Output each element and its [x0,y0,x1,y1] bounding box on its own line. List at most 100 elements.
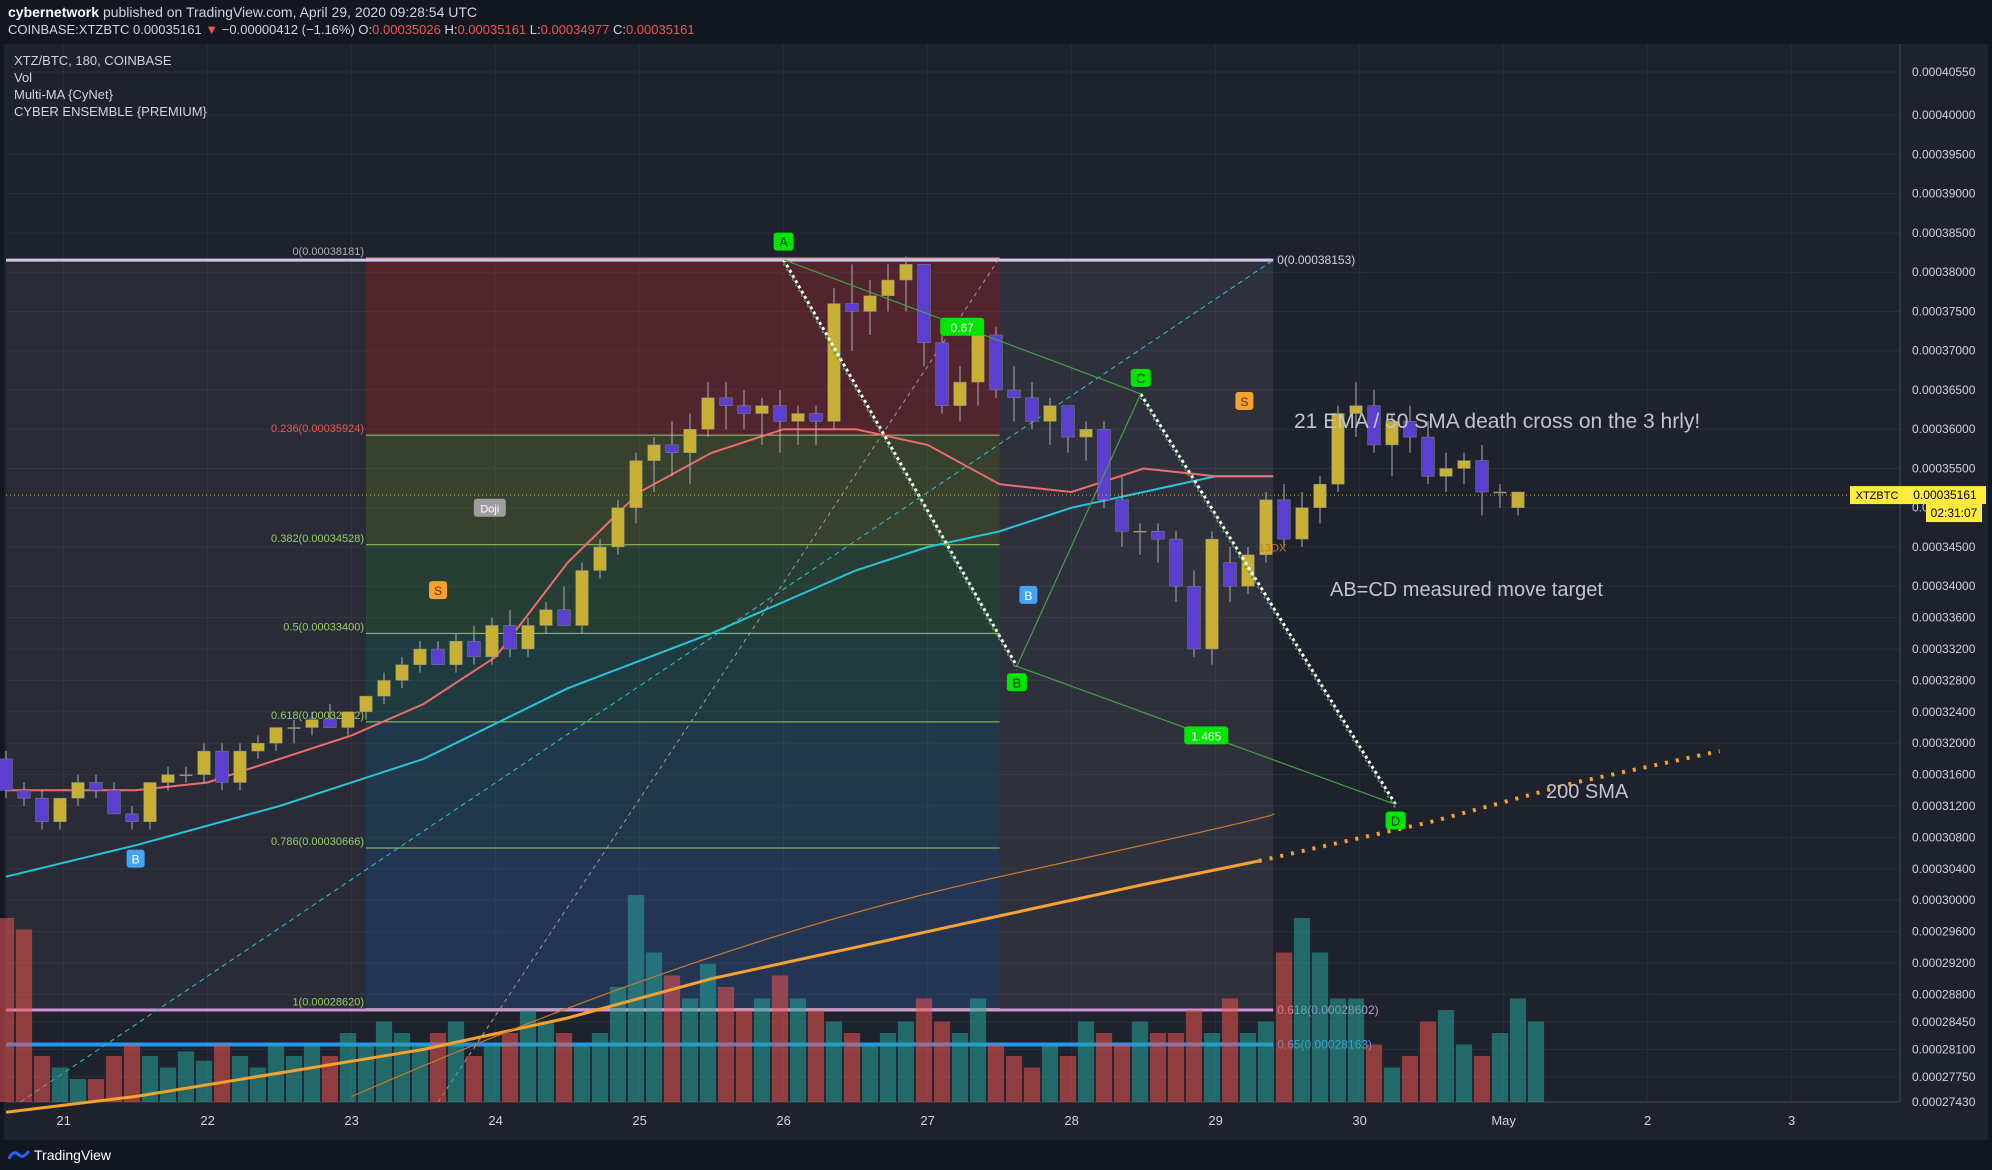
volume-bar [1131,1021,1149,1102]
volume-bar [699,964,717,1102]
candle-body [0,758,13,791]
b-signal [126,849,145,868]
fib-zone-left [6,257,366,1009]
volume-bar [1311,952,1329,1102]
volume-bar [1257,1021,1275,1102]
volume-bar [1347,998,1365,1102]
x-tick-label: 21 [56,1113,70,1128]
candle-body [323,719,337,728]
volume-bar [861,1044,879,1102]
volume-bar [429,1033,447,1102]
candle-body [1223,562,1237,587]
volume-bar [1419,1021,1437,1102]
candle-body [1061,405,1075,438]
published-text: published on TradingView.com, April 29, … [102,4,478,20]
volume-bar [1185,1010,1203,1102]
legend-vol[interactable]: Vol [14,70,33,85]
candle-body [719,397,733,406]
volume-bar [1023,1067,1041,1102]
volume-bar [1383,1067,1401,1102]
y-tick-label: 0.00028800 [1912,987,1976,1001]
x-tick-label: 22 [200,1113,214,1128]
close-value: 0.00035161 [625,22,695,37]
candle-body [539,609,553,626]
candle-body [503,625,517,650]
candle-body [1205,538,1219,650]
volume-bar [501,1033,519,1102]
y-tick-label: 0.00027430 [1912,1095,1976,1109]
candle-body [161,774,175,783]
ratio-label: 0.67 [950,321,974,335]
volume-bar [159,1067,177,1102]
pattern-point-label: C [1136,371,1145,386]
fib-level-label: 0.236(0.00035924) [271,423,364,435]
indicator-legend: XTZ/BTC, 180, COINBASE Vol Multi-MA {CyN… [14,52,207,120]
candle-body [1169,538,1183,587]
legend-ma[interactable]: Multi-MA {CyNet} [14,87,113,102]
candle-body [107,790,121,815]
candle-body [143,782,157,822]
candle-body [1277,499,1291,540]
candle-body [881,279,895,296]
volume-bar [1365,1044,1383,1102]
x-tick-label: 28 [1064,1113,1078,1128]
candle-body [989,334,1003,391]
change-down-icon: ▼ [205,22,219,37]
volume-bar [1239,1033,1257,1102]
publisher-name[interactable]: cybernetwork [8,4,100,20]
open-label: O: [358,22,373,37]
y-tick-label: 0.00031600 [1912,768,1976,782]
volume-bar [249,1067,267,1102]
price-change: −0.00000412 (−1.16%) [221,22,355,37]
candle-body [791,413,805,422]
volume-bar [1167,1033,1185,1102]
candle-body [1187,585,1201,650]
candle-body [557,609,571,626]
candle-body [1511,491,1525,508]
pattern-point-badge [1130,368,1151,387]
y-tick-label: 0.00037000 [1912,344,1976,358]
fib-zone [366,721,1000,848]
annotation-abcd-target: AB=CD measured move target [1330,579,1603,601]
candle-body [413,648,427,665]
candle-body [395,664,409,681]
volume-bar [897,1021,915,1102]
tradingview-brand[interactable]: TradingView [34,1147,112,1163]
volume-bar [411,1044,429,1102]
y-tick-label: 0.00035500 [1912,461,1976,475]
volume-bar [483,1044,501,1102]
legend-title[interactable]: XTZ/BTC, 180, COINBASE [14,53,172,68]
sma200-projection [1258,749,1721,863]
candle-body [1367,405,1381,446]
candle-body [215,750,229,783]
chart-area[interactable] [4,44,1988,1140]
fib-level-label: 0.382(0.00034528) [271,533,364,545]
footer-bar: TradingView [0,1140,1992,1170]
volume-bar [933,1021,951,1102]
candle-body [467,640,481,658]
tradingview-logo-icon[interactable] [8,1147,30,1163]
ratio-label: 1.465 [1191,729,1221,743]
countdown-label: 02:31:07 [1931,506,1978,520]
volume-bar [1509,998,1527,1102]
volume-bar [537,1021,555,1102]
cd-leg [1139,393,1397,806]
low-label: L: [529,22,541,37]
pattern-point-badge [773,232,794,251]
legend-ensemble[interactable]: CYBER ENSEMBLE {PREMIUM} [14,104,207,119]
volume-bar [789,998,807,1102]
candle-body [1133,531,1147,533]
volume-bar [1095,1033,1113,1102]
y-tick-label: 0.00027750 [1912,1070,1976,1084]
volume-bar [645,952,663,1102]
pattern-point-label: B [1013,675,1022,690]
publisher-line: cybernetwork published on TradingView.co… [8,4,477,20]
pattern-point-badge [1006,673,1027,692]
candle-body [1295,507,1309,540]
volume-bar [717,987,735,1102]
volume-bar [141,1056,159,1102]
volume-bar [1293,918,1311,1102]
fib-level-label: 0.5(0.00033400) [283,621,364,633]
candle-body [665,444,679,454]
